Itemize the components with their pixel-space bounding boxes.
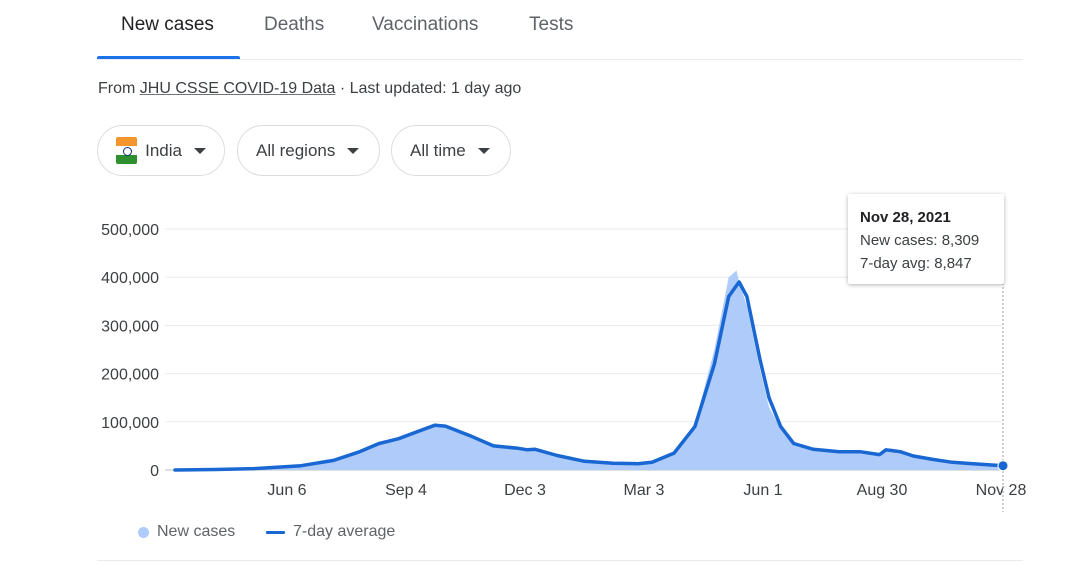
y-tick-label: 100,000 xyxy=(101,415,159,432)
tab-new-cases[interactable]: New cases xyxy=(121,14,214,35)
tooltip-new-cases: New cases: 8,309 xyxy=(860,232,980,249)
new-cases-legend-dot-icon xyxy=(138,526,149,538)
y-tick-label: 400,000 xyxy=(101,270,159,287)
chart-tooltip: Nov 28, 2021 New cases: 8,309 7-day avg:… xyxy=(848,194,1004,284)
x-tick-label: Sep 4 xyxy=(385,482,427,499)
y-tick-label: 500,000 xyxy=(101,222,159,239)
tooltip-date: Nov 28, 2021 xyxy=(860,209,951,226)
x-tick-label: Aug 30 xyxy=(857,482,908,499)
data-source-line: From JHU CSSE COVID-19 Data · Last updat… xyxy=(98,80,521,98)
tab-deaths[interactable]: Deaths xyxy=(264,14,325,35)
chevron-down-icon xyxy=(477,147,490,154)
divider xyxy=(97,560,1023,561)
y-tick-label: 0 xyxy=(150,463,159,480)
tab-tests[interactable]: Tests xyxy=(529,14,574,35)
x-tick-label: Nov 28 xyxy=(976,482,1027,499)
tab-vaccinations[interactable]: Vaccinations xyxy=(372,14,479,35)
country-dropdown[interactable]: India xyxy=(97,125,225,176)
y-tick-label: 200,000 xyxy=(101,367,159,384)
india-flag-icon xyxy=(116,137,138,164)
last-updated-text: · Last updated: 1 day ago xyxy=(335,80,522,97)
legend-new-cases: New cases xyxy=(138,521,235,543)
region-label: All regions xyxy=(256,140,336,160)
legend-7day-average: 7-day average xyxy=(266,521,395,543)
x-tick-label: Jun 6 xyxy=(267,482,306,499)
chevron-down-icon xyxy=(194,147,206,154)
tooltip-avg: 7-day avg: 8,847 xyxy=(860,255,972,272)
time-range-dropdown[interactable]: All time xyxy=(391,125,511,176)
source-prefix: From xyxy=(98,80,140,97)
new-cases-area xyxy=(175,270,1003,470)
country-label: India xyxy=(145,140,182,160)
legend-avg-label: 7-day average xyxy=(293,523,396,540)
active-tab-indicator xyxy=(97,56,240,59)
time-label: All time xyxy=(410,140,466,160)
hover-point-marker xyxy=(997,460,1009,472)
region-dropdown[interactable]: All regions xyxy=(237,125,380,176)
y-tick-label: 300,000 xyxy=(101,318,159,335)
source-link[interactable]: JHU CSSE COVID-19 Data xyxy=(139,80,336,97)
x-tick-label: Dec 3 xyxy=(504,482,546,499)
x-tick-label: Jun 1 xyxy=(743,482,782,499)
tab-bar: New cases Deaths Vaccinations Tests xyxy=(97,0,1023,60)
average-legend-line-icon xyxy=(266,530,285,534)
legend-new-cases-label: New cases xyxy=(157,523,236,540)
chevron-down-icon xyxy=(347,147,360,154)
seven-day-average-line xyxy=(173,280,1005,472)
x-tick-label: Mar 3 xyxy=(624,482,665,499)
